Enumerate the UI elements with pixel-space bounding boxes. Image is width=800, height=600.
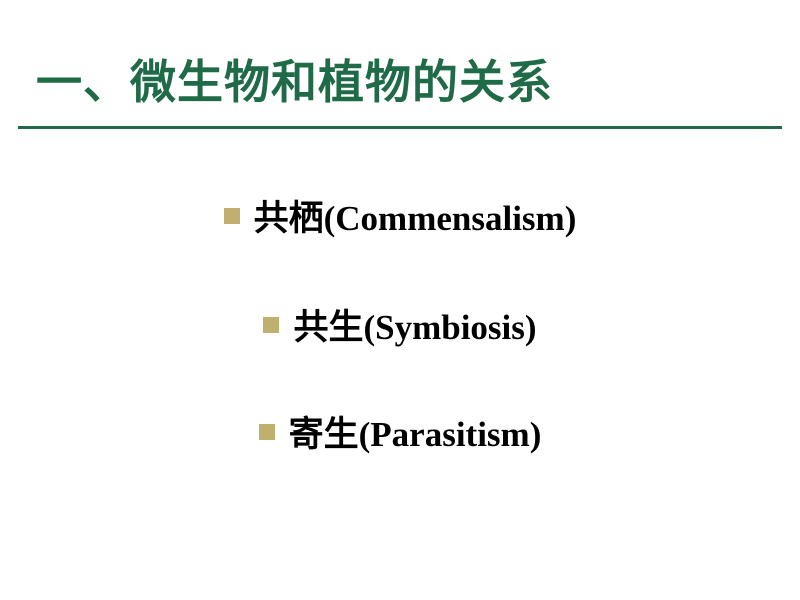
bullet-label: 寄生(Parasitism) [289, 406, 542, 457]
bullet-label: 共栖(Commensalism) [254, 190, 577, 241]
title-underline [18, 126, 782, 129]
list-item: 共栖(Commensalism) [0, 190, 800, 241]
slide-title: 一、微生物和植物的关系 [36, 46, 553, 112]
list-item: 寄生(Parasitism) [0, 406, 800, 457]
bullet-icon [259, 424, 275, 440]
list-item: 共生(Symbiosis) [0, 299, 800, 350]
slide: 一、微生物和植物的关系 共栖(Commensalism) 共生(Symbiosi… [0, 0, 800, 600]
bullet-label: 共生(Symbiosis) [293, 299, 536, 350]
bullet-icon [224, 208, 240, 224]
bullet-list: 共栖(Commensalism) 共生(Symbiosis) 寄生(Parasi… [0, 168, 800, 457]
bullet-icon [263, 317, 279, 333]
